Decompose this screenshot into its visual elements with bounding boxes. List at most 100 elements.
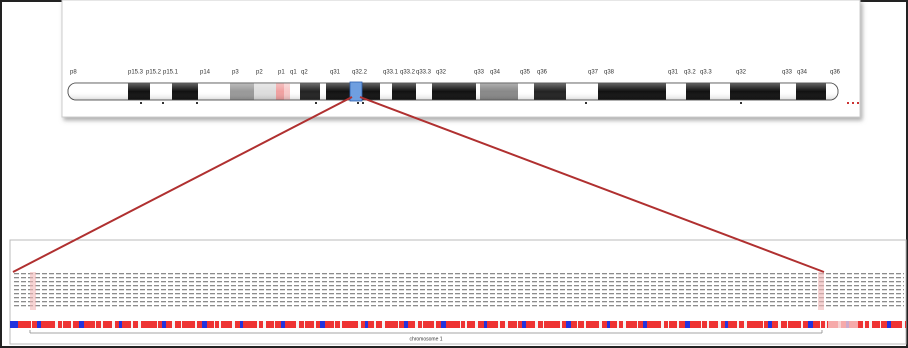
track-gap [535,321,538,328]
track-gap [707,321,709,328]
track-fade [828,321,858,328]
track-gap [880,321,881,328]
track-gap [617,321,619,328]
track-gap [737,321,739,328]
track-gap [314,321,316,328]
track-gap [404,321,408,328]
track-gap [281,321,285,328]
track-gap [484,321,487,328]
track-gap [304,321,305,328]
marker [162,102,164,104]
marker [852,102,854,104]
track-gap [560,321,562,328]
track-gap [668,321,669,328]
gene-track [10,321,906,328]
track-gap [661,321,664,328]
track-gap [274,321,275,328]
track-gap [863,321,865,328]
track-gap [718,321,721,328]
track-gap [157,321,158,328]
band-label: q33.3 [416,70,432,76]
track-gap [195,321,197,328]
track-gap [701,321,702,328]
track-end [10,321,18,328]
band-label: p2 [256,70,263,76]
track-gap [257,321,259,328]
band-label: q37 [588,70,599,76]
band-label: q38 [604,70,615,76]
track-gap [498,321,500,328]
band-label: q31 [330,70,341,76]
track-gap [637,321,638,328]
band-label: p15.1 [163,70,179,76]
track-gap [543,321,544,328]
band-label: q3.2 [684,70,696,76]
band-label: q31 [668,70,679,76]
band-label: p3 [232,70,239,76]
marker [357,102,359,104]
track-gap [517,321,518,328]
track-gap [778,321,781,328]
track-gap [172,321,175,328]
marker [196,102,198,104]
track-gap [820,321,821,328]
track-gap [685,321,690,328]
track-gap [240,321,243,328]
band-shade [68,83,838,100]
band-label: q36 [830,70,841,76]
track-gap [415,321,418,328]
track-gap [374,321,376,328]
track-gap [725,321,728,328]
track-gap [181,321,182,328]
axis-label: chromosome 1 [409,336,442,342]
track-gap [599,321,602,328]
marker [585,102,587,104]
band-label: q32.2 [352,70,368,76]
track-gap [138,321,141,328]
band-label: q33.2 [400,70,416,76]
track-gap [768,321,772,328]
track-gap [131,321,133,328]
track-gap [358,321,361,328]
track-gap [460,321,461,328]
track-gap [365,321,368,328]
track-gap [214,321,215,328]
band-label: p15.2 [146,70,162,76]
track-gap [887,321,891,328]
track-gap [31,321,32,328]
band-label: q34 [797,70,808,76]
band-label: p8 [70,70,77,76]
track-gap [202,321,207,328]
track-gap [340,321,342,328]
track-gap [37,321,41,328]
track-gap [808,321,813,328]
band-label: p1 [278,70,285,76]
band-label: q32 [436,70,447,76]
track-gap [434,321,436,328]
marker [362,102,364,104]
marker [847,102,849,104]
track-gap [162,321,166,328]
band-label: q36 [537,70,548,76]
track-gap [334,321,335,328]
track-gap [801,321,803,328]
track-gap [744,321,747,328]
marker [140,102,142,104]
band-label: q33 [474,70,485,76]
track-gap [902,321,905,328]
detail-panel: chromosome 1 [10,240,906,344]
track-gap [869,321,872,328]
track-gap [112,321,115,328]
band-label: p14 [200,70,211,76]
track-gap [95,321,96,328]
track-gap [101,321,103,328]
track-gap [382,321,385,328]
track-gap [219,321,221,328]
track-gap [584,321,586,328]
track-gap [787,321,788,328]
track-gap [475,321,478,328]
track-gap [263,321,266,328]
band-label: q33 [782,70,793,76]
track-gap [607,321,610,328]
track-gap [398,321,399,328]
